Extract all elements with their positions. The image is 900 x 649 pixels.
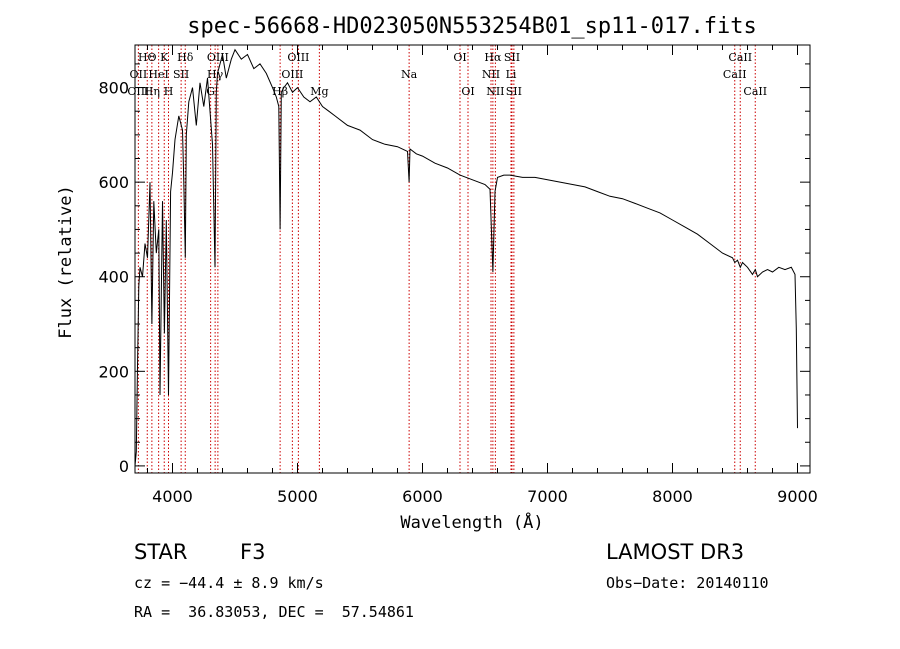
line-marker-label: G [206, 85, 215, 98]
x-tick-label: 4000 [152, 487, 193, 506]
y-axis-ticks: 0 200 400 600 800 [98, 63, 810, 476]
line-marker-label: CaII [723, 68, 747, 81]
x-axis-ticks: 4000 5000 6000 7000 8000 9000 [147, 45, 818, 506]
line-marker-label: CaII [728, 51, 752, 64]
survey-name: LAMOST DR3 [606, 540, 745, 564]
x-axis-label: Wavelength (Å) [400, 511, 543, 533]
line-marker-label: Hα [484, 51, 502, 64]
chart-title: spec-56668-HD023050N553254B01_sp11-017.f… [187, 14, 757, 39]
line-marker-label: SII [173, 68, 189, 81]
y-axis-label: Flux (relative) [56, 185, 76, 339]
line-marker-label: Hβ [272, 85, 288, 98]
line-marker-label: Li [506, 68, 517, 81]
line-marker-label: NII [482, 68, 500, 81]
line-marker-label: H [164, 85, 174, 98]
object-subclass: F3 [240, 540, 266, 564]
line-marker-label: SII [504, 51, 520, 64]
x-tick-label: 7000 [527, 487, 568, 506]
line-marker-label: OIII [127, 85, 149, 98]
line-marker-label: OIII [207, 51, 229, 64]
observation-date: Obs−Date: 20140110 [606, 574, 769, 592]
plot-frame [134, 44, 811, 474]
x-tick-label: 6000 [402, 487, 443, 506]
line-marker-label: Hη [144, 85, 160, 98]
line-marker-label: Hδ [177, 51, 194, 64]
y-tick-label: 0 [119, 457, 129, 476]
line-marker-label: OII [130, 68, 148, 81]
redshift-velocity: cz = −44.4 ± 8.9 km/s [134, 574, 324, 592]
line-marker-label: Na [401, 68, 418, 81]
x-tick-label: 9000 [777, 487, 818, 506]
line-markers [137, 45, 756, 473]
line-marker-label: OI [461, 85, 474, 98]
line-marker-label: Mg [310, 85, 328, 98]
line-marker-label: OIII [287, 51, 309, 64]
coordinates: RA = 36.83053, DEC = 57.54861 [134, 603, 414, 621]
y-tick-label: 800 [98, 79, 129, 98]
x-tick-label: 5000 [277, 487, 318, 506]
object-class: STAR [134, 540, 188, 564]
line-marker-label: SII [506, 85, 522, 98]
line-marker-label: K [160, 51, 169, 64]
spectrum-line [134, 48, 798, 466]
y-tick-label: 600 [98, 173, 129, 192]
line-marker-label: CaII [743, 85, 767, 98]
line-marker-label: Hγ [207, 68, 224, 81]
line-marker-labels: HΘ OII OIII K HeI Hη Hδ SII H OIII Hγ G OIII OIII Hβ Mg… [127, 51, 767, 98]
line-marker-label: OI [453, 51, 466, 64]
x-tick-label: 8000 [652, 487, 693, 506]
line-marker-label: NII [486, 85, 504, 98]
y-tick-label: 200 [98, 362, 129, 381]
y-tick-label: 400 [98, 268, 129, 287]
line-marker-label: OIII [281, 68, 303, 81]
line-marker-label: HeI [148, 68, 168, 81]
line-marker-label: HΘ [138, 51, 157, 64]
